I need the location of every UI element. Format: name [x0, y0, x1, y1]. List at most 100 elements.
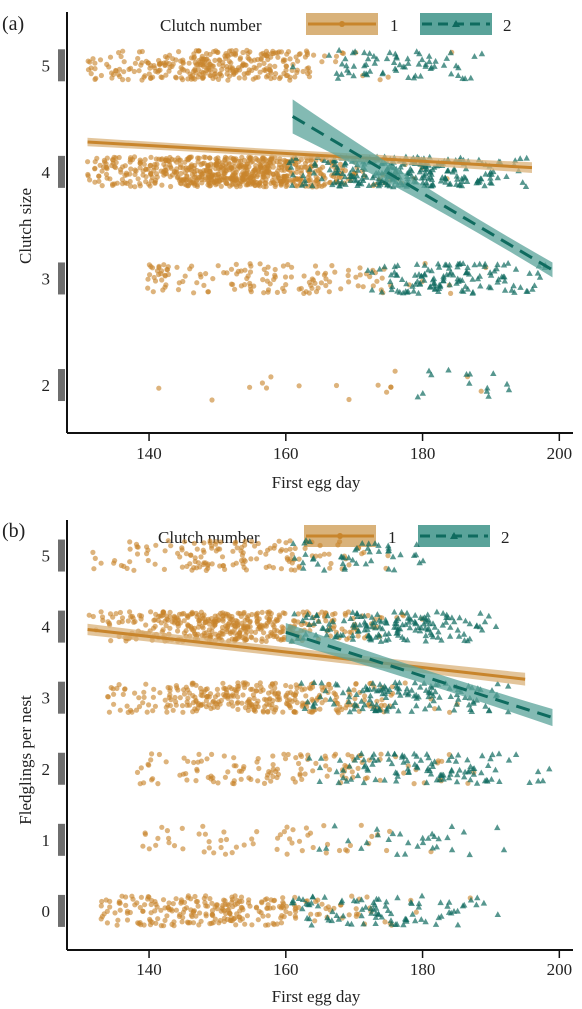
data-point-clutch1: [243, 62, 249, 68]
data-point-clutch2: [416, 627, 424, 634]
data-point-clutch2: [360, 756, 368, 763]
data-point-clutch1: [203, 630, 209, 636]
data-point-clutch1: [179, 825, 185, 832]
data-point-clutch1: [185, 695, 191, 701]
data-point-clutch1: [136, 704, 143, 710]
data-point-clutch1: [141, 74, 147, 80]
data-point-clutch1: [263, 177, 269, 183]
data-point-clutch1: [201, 154, 207, 160]
data-point-clutch1: [272, 542, 278, 549]
data-point-clutch1: [284, 851, 290, 857]
data-point-clutch2: [311, 160, 318, 166]
data-point-clutch2: [356, 621, 363, 628]
data-point-clutch1: [248, 629, 254, 635]
data-point-clutch1: [229, 896, 236, 903]
data-point-clutch2: [431, 758, 438, 765]
data-point-clutch2: [419, 834, 426, 841]
data-point-clutch1: [280, 57, 287, 63]
data-point-clutch2: [466, 767, 473, 774]
data-point-clutch1: [289, 264, 295, 270]
data-point-clutch1: [282, 756, 289, 762]
data-point-clutch2: [494, 261, 501, 268]
data-point-clutch2: [454, 771, 461, 778]
data-point-clutch1: [259, 380, 265, 386]
data-point-clutch1: [163, 704, 169, 710]
data-point-clutch1: [267, 633, 273, 639]
data-point-clutch2: [479, 752, 486, 759]
data-point-clutch2: [400, 758, 407, 765]
data-point-clutch1: [192, 893, 198, 900]
data-point-clutch1: [175, 287, 182, 293]
data-point-clutch1: [169, 619, 175, 625]
data-point-clutch1: [180, 846, 186, 852]
data-point-clutch1: [153, 156, 159, 162]
data-point-clutch1: [214, 686, 220, 693]
data-point-clutch2: [427, 682, 435, 689]
data-point-clutch2: [440, 775, 447, 782]
data-point-clutch1: [259, 899, 265, 905]
data-point-clutch1: [235, 706, 241, 713]
data-point-clutch2: [478, 626, 486, 633]
data-point-clutch1: [272, 627, 278, 633]
data-point-clutch2: [394, 684, 401, 691]
data-point-clutch1: [155, 69, 161, 75]
data-point-clutch1: [138, 894, 144, 900]
data-point-clutch1: [111, 154, 117, 160]
data-point-clutch2: [448, 846, 456, 853]
data-point-clutch2: [483, 387, 491, 394]
data-point-clutch1: [220, 616, 226, 622]
data-point-clutch1: [145, 276, 151, 282]
y-tick-label: 4: [42, 163, 51, 182]
data-point-clutch1: [191, 51, 197, 57]
data-point-clutch1: [99, 614, 106, 620]
data-point-clutch1: [174, 685, 180, 691]
data-point-clutch1: [228, 266, 235, 272]
data-point-clutch1: [240, 680, 246, 686]
data-point-clutch1: [263, 385, 270, 391]
data-point-clutch1: [283, 282, 289, 288]
data-point-clutch2: [440, 273, 447, 279]
data-point-clutch1: [135, 544, 141, 550]
data-point-clutch2: [326, 620, 333, 627]
data-point-clutch2: [370, 685, 378, 692]
data-point-clutch1: [253, 75, 259, 81]
data-point-clutch1: [221, 270, 227, 276]
data-point-clutch1: [196, 58, 202, 64]
data-point-clutch2: [476, 272, 483, 279]
data-point-clutch2: [428, 830, 436, 837]
data-point-clutch1: [323, 763, 329, 769]
data-point-clutch1: [124, 172, 130, 178]
data-point-clutch2: [403, 609, 411, 616]
data-point-clutch1: [230, 903, 236, 910]
data-point-clutch2: [375, 631, 382, 637]
data-point-clutch1: [252, 543, 258, 549]
data-point-clutch1: [364, 775, 370, 781]
data-point-clutch2: [415, 903, 422, 910]
data-point-clutch1: [402, 680, 408, 686]
data-point-clutch1: [144, 551, 150, 557]
data-point-clutch1: [230, 703, 236, 709]
data-point-clutch1: [156, 263, 162, 269]
data-point-clutch2: [368, 614, 376, 620]
data-point-clutch1: [132, 167, 138, 173]
data-point-clutch1: [151, 167, 157, 173]
data-point-clutch2: [534, 768, 542, 775]
data-point-clutch2: [345, 837, 352, 844]
data-point-clutch2: [473, 779, 481, 786]
data-point-clutch2: [323, 845, 330, 851]
data-point-clutch1: [327, 565, 333, 571]
data-point-clutch1: [189, 626, 195, 632]
data-point-clutch1: [152, 179, 158, 185]
data-point-clutch1: [296, 565, 302, 571]
x-tick-label: 180: [410, 444, 436, 463]
data-point-clutch1: [156, 385, 162, 391]
data-point-clutch2: [358, 912, 365, 919]
data-point-clutch2: [437, 177, 445, 184]
data-point-clutch1: [189, 611, 195, 617]
data-point-clutch2: [359, 906, 366, 912]
y-tick-label: 3: [42, 269, 51, 288]
data-point-clutch2: [343, 62, 350, 69]
data-point-clutch1: [118, 53, 124, 60]
data-point-clutch2: [333, 633, 340, 640]
data-point-clutch1: [266, 701, 272, 708]
